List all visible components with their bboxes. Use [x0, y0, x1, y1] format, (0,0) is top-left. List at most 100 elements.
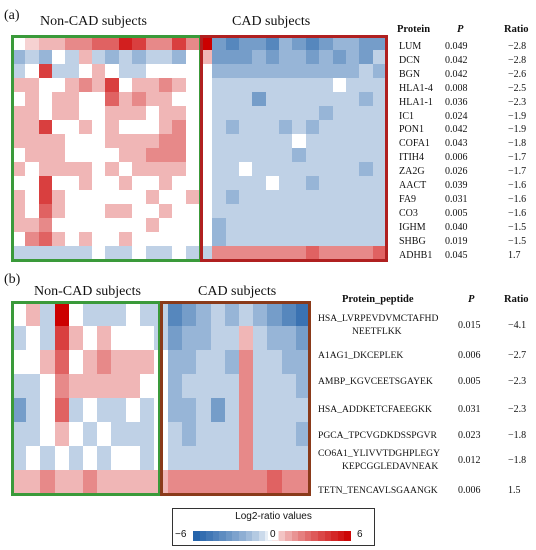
heatmap-a-cell	[265, 218, 280, 232]
heatmap-b-cell	[281, 422, 296, 446]
panel-a-row-ratio: −2.6	[508, 68, 527, 80]
heatmap-a-cell	[225, 176, 240, 190]
heatmap-a-cell	[372, 204, 386, 218]
heatmap-b-cell	[82, 350, 98, 374]
heatmap-a-cell	[38, 64, 53, 78]
heatmap-a-cell	[105, 232, 119, 246]
heatmap-a-cell	[78, 120, 93, 134]
heatmap-b-cell	[267, 302, 282, 326]
heatmap-b-cell	[253, 350, 268, 374]
heatmap-a-cell	[118, 92, 133, 106]
legend-swatch	[219, 531, 226, 541]
heatmap-b-cell	[139, 326, 154, 350]
heatmap-a-cell	[92, 36, 106, 50]
panel-b-p-header: P	[468, 294, 475, 305]
legend-swatch	[225, 531, 233, 541]
heatmap-a-cell	[225, 78, 240, 92]
heatmap-a-cell	[319, 246, 333, 260]
heatmap-a-cell	[265, 190, 280, 204]
heatmap-a-cell	[105, 78, 119, 92]
heatmap-b-cell	[68, 470, 83, 494]
heatmap-a-cell	[332, 218, 346, 232]
heatmap-a-cell	[319, 120, 333, 134]
heatmap-a-cell	[78, 78, 93, 92]
heatmap-b-cell	[26, 350, 41, 374]
heatmap-a-cell	[359, 92, 373, 106]
panel-b-row-p: 0.015	[458, 320, 481, 331]
heatmap-a-cell	[118, 232, 133, 246]
heatmap-a-cell	[172, 218, 186, 232]
heatmap-a-cell	[172, 204, 186, 218]
legend-swatch	[239, 531, 246, 541]
heatmap-b-cell	[153, 302, 169, 326]
heatmap-a-cell	[239, 176, 253, 190]
heatmap-b-cell	[267, 398, 282, 422]
legend-swatch	[337, 531, 345, 541]
heatmap-a-cell	[25, 106, 39, 120]
heatmap-b-cell	[253, 446, 268, 470]
heatmap-a-cell	[252, 92, 266, 106]
heatmap-a-cell	[345, 134, 360, 148]
heatmap-b-cell	[139, 470, 154, 494]
heatmap-a-cell	[38, 162, 53, 176]
heatmap-b-cell	[12, 326, 27, 350]
legend-swatch	[331, 531, 338, 541]
heatmap-a-cell	[359, 232, 373, 246]
heatmap-a-cell	[105, 134, 119, 148]
heatmap-a-cell	[212, 232, 226, 246]
heatmap-b-cell	[210, 398, 225, 422]
heatmap-a-cell	[145, 190, 159, 204]
heatmap-a-cell	[332, 134, 346, 148]
panel-b-label: (b)	[4, 272, 21, 287]
heatmap-b-cell	[68, 302, 83, 326]
heatmap-a-cell	[279, 92, 293, 106]
heatmap-a-cell	[305, 120, 320, 134]
heatmap-a-cell	[225, 64, 240, 78]
heatmap-a-cell	[225, 148, 240, 162]
heatmap-a-cell	[345, 232, 360, 246]
heatmap-b-cell	[82, 446, 98, 470]
heatmap-a-cell	[12, 148, 26, 162]
heatmap-a-cell	[359, 162, 373, 176]
legend-swatch	[317, 531, 325, 541]
heatmap-b-cell	[210, 302, 225, 326]
heatmap-a-cell	[305, 64, 320, 78]
panel-a-row-p: 0.005	[445, 207, 468, 219]
heatmap-a-cell	[172, 92, 186, 106]
heatmap-a-cell	[212, 148, 226, 162]
heatmap-a-cell	[359, 134, 373, 148]
heatmap-a-cell	[372, 78, 386, 92]
heatmap-a-cell	[25, 50, 39, 64]
panel-a-row-protein: AACT	[399, 180, 427, 191]
heatmap-a-cell	[319, 106, 333, 120]
heatmap-b-cell	[239, 446, 254, 470]
heatmap-b-cell	[111, 374, 126, 398]
legend-tick-max: 6	[357, 529, 363, 540]
heatmap-b-cell	[196, 470, 211, 494]
heatmap-a-cell	[292, 204, 306, 218]
heatmap-b-cell	[182, 398, 197, 422]
panel-a-row-protein: LUM	[399, 41, 422, 52]
heatmap-a-cell	[65, 106, 79, 120]
heatmap-a-cell	[172, 64, 186, 78]
heatmap-a-cell	[145, 176, 159, 190]
heatmap-b-cell	[68, 398, 83, 422]
heatmap-a-cell	[65, 176, 79, 190]
heatmap-b-cell	[68, 446, 83, 470]
heatmap-b-cell	[40, 398, 55, 422]
heatmap-a-cell	[145, 162, 159, 176]
heatmap-a-cell	[118, 106, 133, 120]
heatmap-a-cell	[345, 148, 360, 162]
heatmap-a-cell	[359, 106, 373, 120]
heatmap-a-cell	[345, 92, 360, 106]
legend-title: Log2-ratio values	[235, 511, 312, 522]
heatmap-b-cell	[26, 326, 41, 350]
legend-swatch	[344, 531, 351, 541]
heatmap-a-cell	[252, 36, 266, 50]
heatmap-b-cell	[82, 302, 98, 326]
heatmap-a-cell	[145, 92, 159, 106]
panel-a-row-p: 0.019	[445, 235, 468, 247]
heatmap-a-cell	[279, 162, 293, 176]
heatmap-a-cell	[65, 162, 79, 176]
heatmap-a-cell	[185, 232, 199, 246]
